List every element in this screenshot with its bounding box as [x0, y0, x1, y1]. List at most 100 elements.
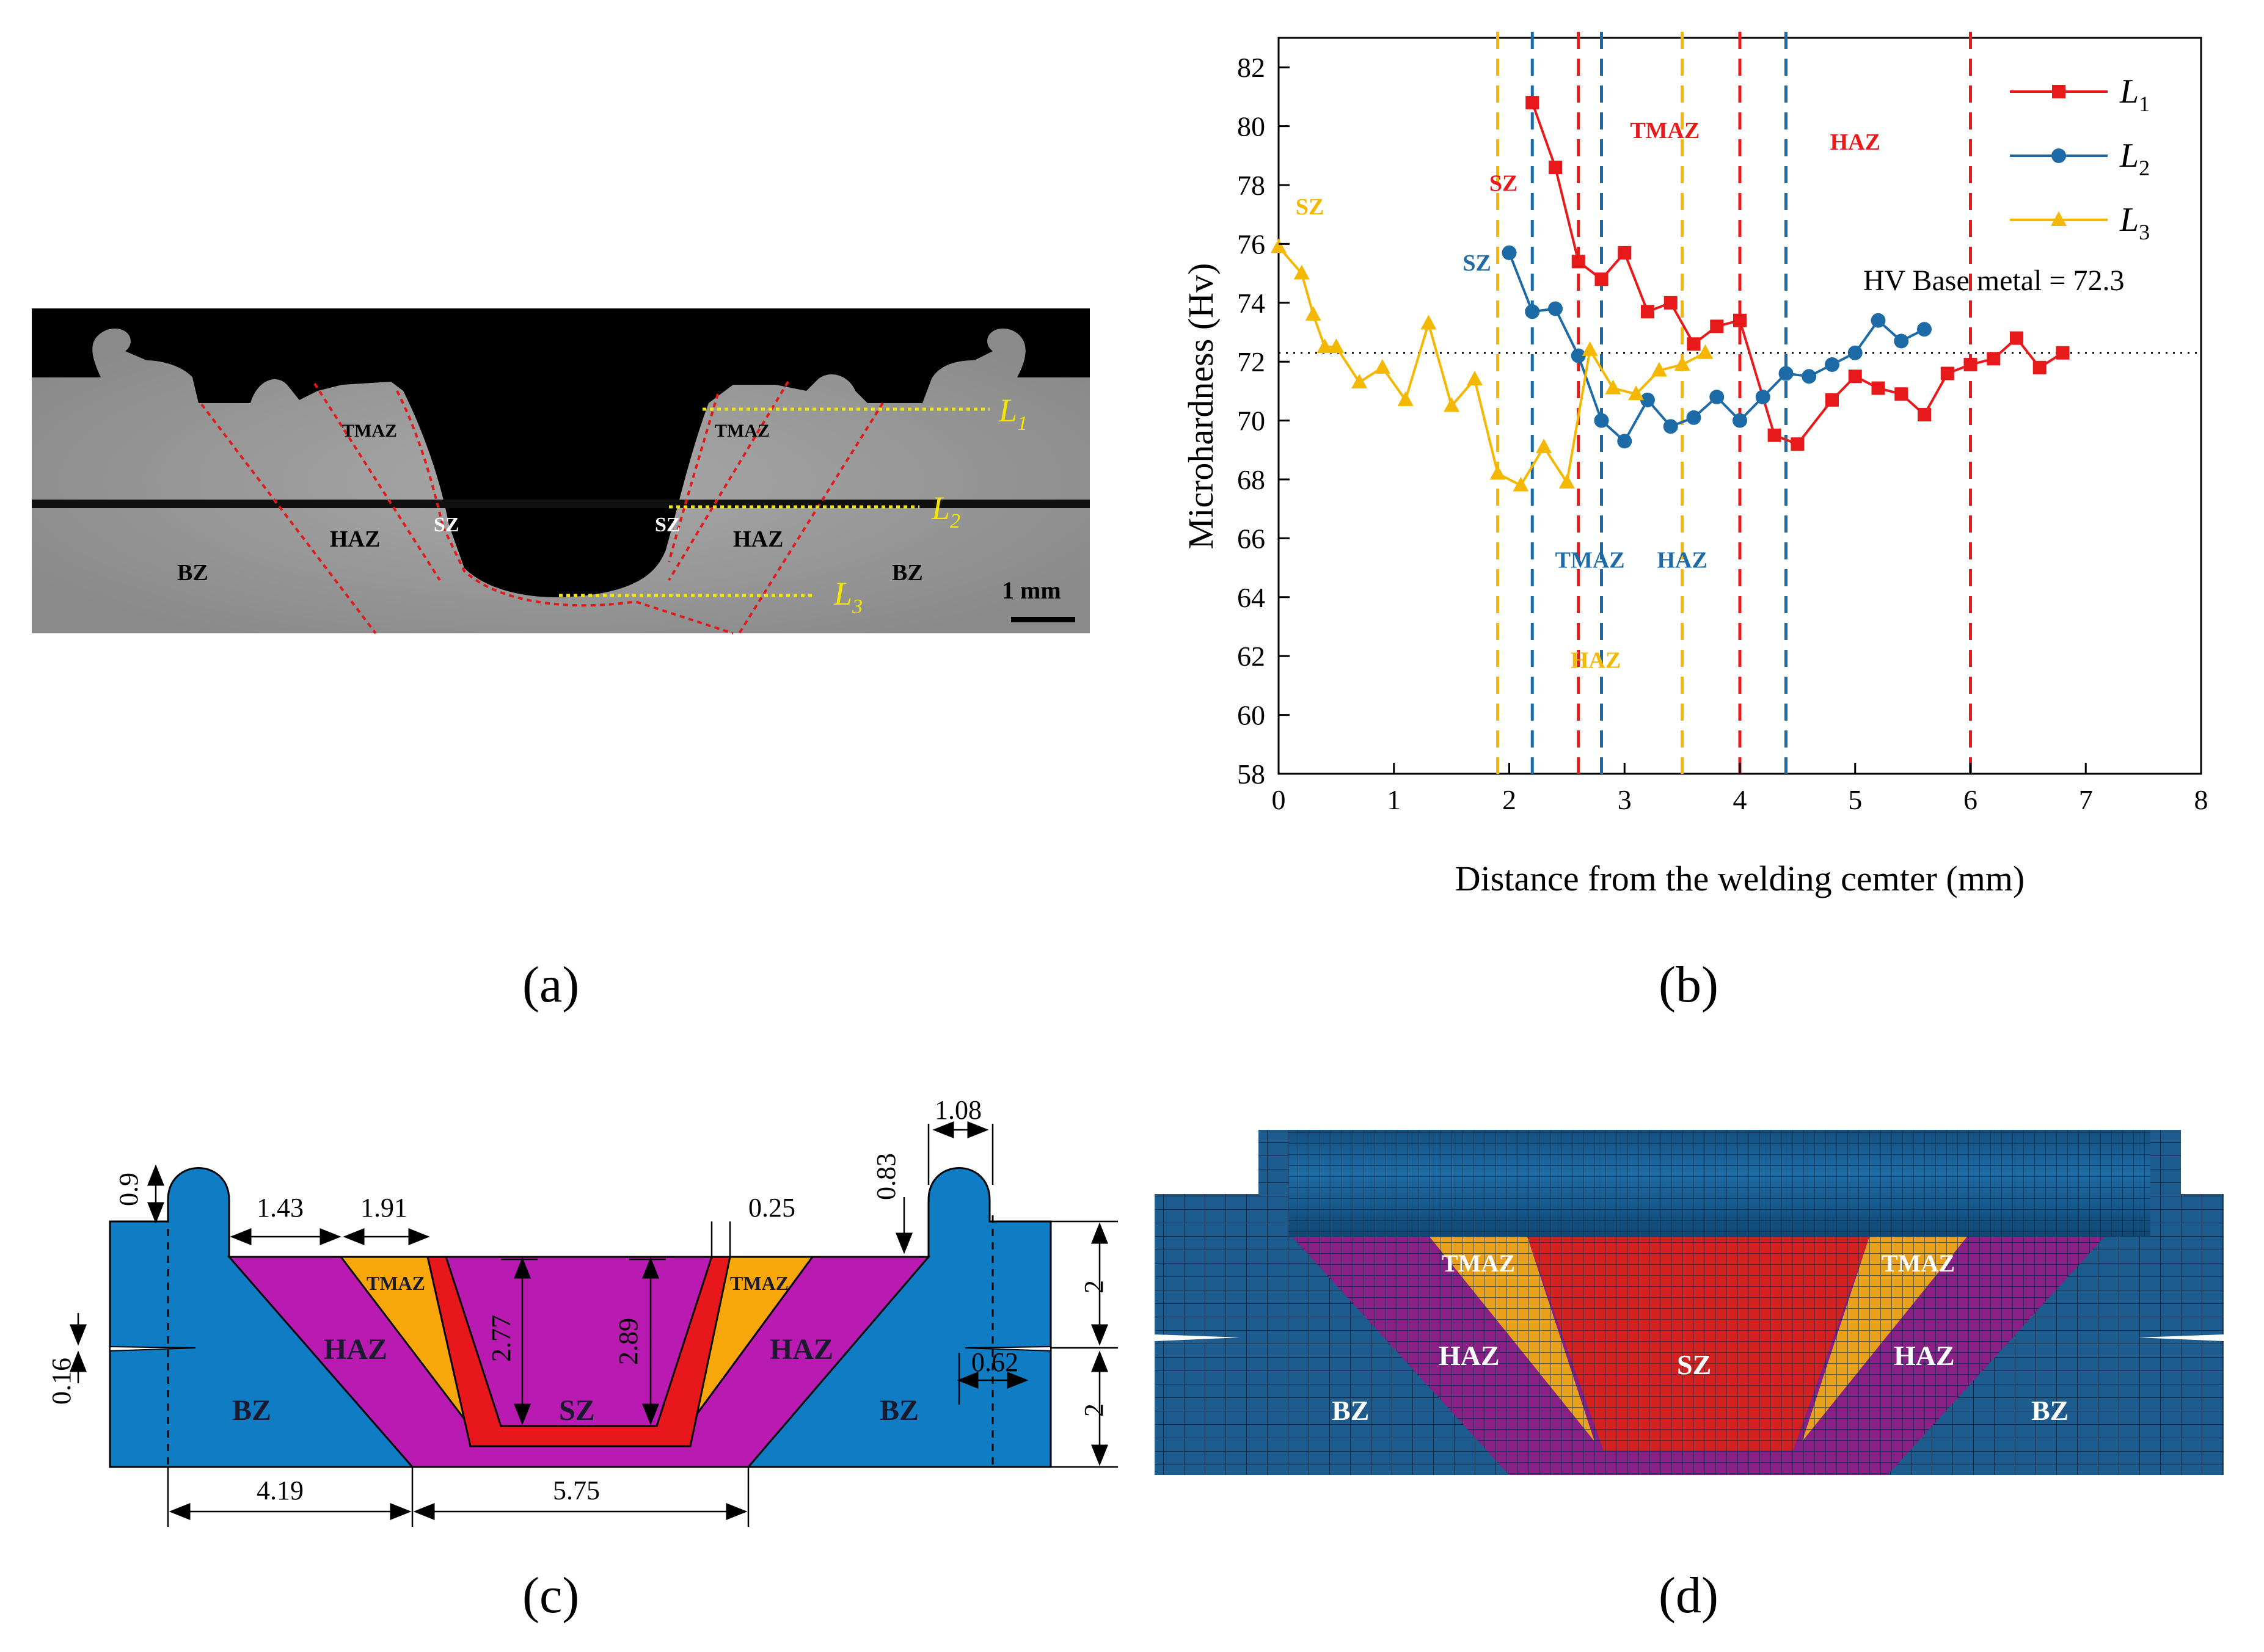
data-point-l1 — [1687, 337, 1701, 351]
micrograph-specimen — [32, 329, 1090, 633]
data-point-l3 — [1628, 385, 1645, 401]
data-point-l3 — [1293, 264, 1310, 280]
zone-boundary-lines — [1496, 32, 1972, 774]
schematic-label-tmaz-right: TMAZ — [730, 1272, 789, 1294]
data-point-l2 — [1594, 413, 1609, 428]
line-label-l1: L1 — [998, 392, 1028, 435]
zone-label-sz-right: SZ — [655, 514, 681, 536]
x-axis-label: Distance from the welding cemter (mm) — [1455, 859, 2025, 898]
mesh-label-tmaz-right: TMAZ — [1882, 1250, 1955, 1277]
data-point-l1 — [1963, 358, 1977, 372]
schematic-label-haz-right: HAZ — [770, 1333, 833, 1366]
data-point-l3 — [1536, 438, 1552, 453]
data-point-l2 — [1502, 245, 1517, 260]
scale-bar — [1011, 617, 1075, 622]
data-point-l2 — [1894, 333, 1909, 349]
data-point-l1 — [1571, 255, 1585, 269]
chart-annotation-sz: SZ — [1296, 194, 1324, 220]
data-point-l3 — [1513, 476, 1529, 492]
data-point-l3 — [1374, 358, 1390, 374]
data-point-l1 — [1549, 161, 1562, 175]
dim-1-91: 1.91 — [360, 1193, 407, 1223]
data-point-l2 — [1663, 419, 1678, 434]
data-point-l1 — [1894, 387, 1908, 401]
dim-1-08: 1.08 — [935, 1095, 982, 1125]
x-tick-label: 2 — [1502, 784, 1516, 815]
data-point-l3 — [1305, 306, 1321, 321]
schematic-label-bz-right: BZ — [880, 1394, 919, 1427]
data-point-l2 — [1802, 369, 1817, 384]
data-point-l1 — [1791, 437, 1805, 451]
legend-label-l2: L2 — [2119, 137, 2150, 180]
y-tick-label: 76 — [1237, 228, 1265, 260]
y-tick-label: 82 — [1237, 52, 1265, 83]
x-tick-label: 5 — [1848, 784, 1862, 815]
mesh-label-haz-right: HAZ — [1894, 1340, 1955, 1371]
y-axis-label: Microhardness (Hv) — [1181, 263, 1221, 550]
data-point-l1 — [1871, 381, 1885, 395]
data-point-l3 — [1582, 341, 1598, 356]
data-point-l3 — [1397, 391, 1414, 406]
data-point-l1 — [2010, 331, 2023, 345]
zone-label-bz-right: BZ — [892, 560, 923, 586]
series-layer — [1271, 96, 2070, 492]
dim-4-19: 4.19 — [257, 1476, 304, 1505]
data-point-l3 — [1420, 315, 1437, 330]
data-point-l2 — [1525, 304, 1540, 319]
schematic-label-haz-left: HAZ — [324, 1333, 387, 1366]
mesh-grid-tmaz — [1430, 1237, 1967, 1441]
data-point-l3 — [1651, 362, 1667, 377]
chart-annotation-tmaz: TMAZ — [1555, 548, 1625, 573]
data-point-l3 — [1674, 356, 1690, 371]
data-point-l1 — [1594, 272, 1609, 286]
data-point-l3 — [1271, 238, 1287, 253]
scale-bar-label: 1 mm — [1002, 577, 1061, 604]
legend-marker — [2051, 211, 2067, 226]
data-point-l3 — [1328, 338, 1345, 354]
caption-a: (a) — [522, 956, 579, 1013]
zone-label-haz-left: HAZ — [330, 526, 380, 552]
panel-a-micrograph: L1 L2 L3 BZ HAZ TMAZ SZ SZ TMAZ HAZ BZ 1… — [32, 308, 1090, 635]
y-tick-label: 66 — [1237, 523, 1265, 554]
dim-5-75: 5.75 — [553, 1476, 600, 1505]
series-l1 — [1525, 96, 2070, 451]
y-tick-label: 70 — [1237, 406, 1265, 437]
y-tick-label: 78 — [1237, 170, 1265, 201]
mesh-label-tmaz-left: TMAZ — [1442, 1250, 1515, 1277]
zone-boundaries-left — [200, 382, 734, 635]
legend-marker — [2052, 85, 2065, 98]
data-point-l1 — [1641, 305, 1654, 319]
zone-annotations: SZ SZ SZ TMAZ HAZ TMAZ HAZ HAZ — [1296, 118, 1880, 674]
zone-label-sz-left: SZ — [434, 514, 459, 536]
dim-2-upper: 2 — [1079, 1280, 1109, 1294]
legend-marker — [2051, 148, 2066, 163]
data-point-l2 — [1871, 313, 1886, 328]
x-tick-label: 4 — [1733, 784, 1747, 815]
schematic-zone-labels: TMAZ HAZ BZ SZ TMAZ HAZ BZ — [232, 1272, 919, 1427]
series-line-l2 — [1508, 252, 1925, 443]
y-tick-label: 72 — [1237, 346, 1265, 377]
data-point-l2 — [1686, 410, 1701, 425]
y-tick-label: 60 — [1237, 700, 1265, 731]
mesh-grid-sz — [1527, 1237, 1869, 1450]
schematic-label-tmaz-left: TMAZ — [367, 1272, 425, 1294]
chart-annotation-tmaz: TMAZ — [1630, 118, 1700, 144]
data-point-l3 — [1466, 371, 1483, 386]
data-point-l2 — [1571, 348, 1586, 363]
data-point-l2 — [1640, 392, 1655, 407]
chart-annotation-sz: SZ — [1462, 250, 1491, 276]
series-l3 — [1271, 238, 1714, 492]
data-point-l1 — [1918, 407, 1931, 421]
measurement-lines — [559, 407, 990, 597]
data-point-l3 — [1444, 397, 1460, 412]
dim-1-43: 1.43 — [257, 1193, 304, 1223]
dimension-labels: 0.9 1.43 1.91 2.77 2.89 0.25 0.83 1.08 2… — [46, 1095, 1109, 1505]
series-l2 — [1502, 245, 1932, 449]
data-point-l3 — [1316, 338, 1333, 354]
dimension-lines — [70, 1121, 1118, 1527]
schematic-label-bz-left: BZ — [232, 1394, 271, 1427]
data-point-l1 — [2056, 346, 2070, 360]
data-point-l2 — [1778, 366, 1794, 381]
line-label-l3: L3 — [833, 575, 863, 618]
